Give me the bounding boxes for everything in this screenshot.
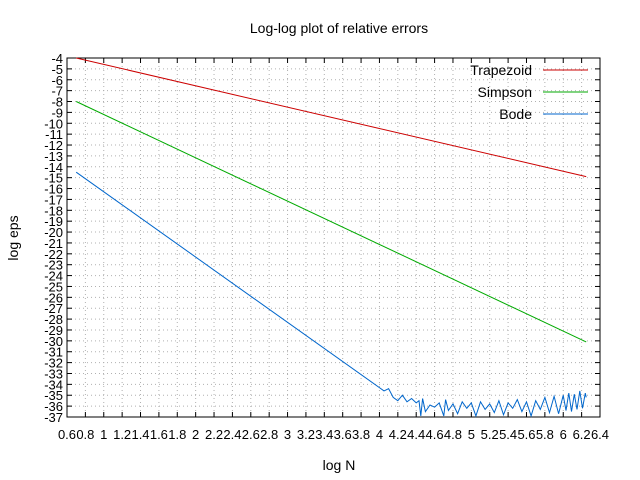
x-tick-label: 1 — [100, 427, 107, 442]
x-tick-label: 6 — [560, 427, 567, 442]
x-tick-label: 5.4 — [499, 427, 517, 442]
y-tick-label: -16 — [44, 182, 63, 197]
x-tick-label: 5.8 — [536, 427, 554, 442]
y-tick-label: -20 — [44, 225, 63, 240]
y-tick-label: -31 — [44, 345, 63, 360]
legend-label-trapezoid: Trapezoid — [470, 62, 532, 78]
x-tick-label: 2.6 — [242, 427, 260, 442]
x-tick-label: 4.4 — [407, 427, 425, 442]
legend: Trapezoid Simpson Bode — [470, 62, 588, 122]
x-tick-label: 0.6 — [58, 427, 76, 442]
x-tick-label: 4.6 — [426, 427, 444, 442]
y-tick-label: -37 — [44, 410, 63, 425]
y-tick-label: -12 — [44, 138, 63, 153]
y-tick-label: -30 — [44, 334, 63, 349]
y-tick-label: -5 — [51, 62, 63, 77]
y-tick-label: -18 — [44, 203, 63, 218]
legend-label-bode: Bode — [499, 106, 532, 122]
series-line-simpson — [75, 101, 587, 343]
x-axis-label: log N — [323, 457, 356, 473]
y-tick-label: -17 — [44, 192, 63, 207]
x-tick-label: 3.8 — [352, 427, 370, 442]
y-tick-label: -14 — [44, 160, 63, 175]
y-tick-label: -22 — [44, 247, 63, 262]
x-tick-label: 2.2 — [205, 427, 223, 442]
x-tick-label: 2.8 — [260, 427, 278, 442]
series-line-bode — [75, 171, 587, 418]
y-tick-label: -32 — [44, 356, 63, 371]
grid-lines — [67, 58, 600, 417]
x-tick-label: 3.4 — [315, 427, 333, 442]
x-tick-label: 6.2 — [573, 427, 591, 442]
y-tick-label: -19 — [44, 214, 63, 229]
legend-label-simpson: Simpson — [478, 84, 532, 100]
y-tick-label: -8 — [51, 95, 63, 110]
y-tick-label: -4 — [51, 51, 63, 66]
x-tick-label: 1.2 — [113, 427, 131, 442]
y-tick-label: -23 — [44, 258, 63, 273]
x-axis-ticks: 0.6 0.8 1 1.2 1.4 1.6 1.8 2 2.2 2.4 2.6 2.8 3 3.2 3.4 3… — [58, 58, 609, 442]
y-axis-label: log eps — [5, 215, 21, 260]
x-tick-label: 6.4 — [591, 427, 609, 442]
plot-frame — [66, 57, 601, 418]
y-tick-label: -13 — [44, 149, 63, 164]
y-tick-label: -27 — [44, 301, 63, 316]
y-tick-label: -28 — [44, 312, 63, 327]
y-tick-label: -34 — [44, 377, 63, 392]
series-lines — [75, 57, 587, 418]
y-tick-label: -33 — [44, 366, 63, 381]
x-tick-label: 5.6 — [517, 427, 535, 442]
x-tick-label: 3.2 — [297, 427, 315, 442]
x-tick-label: 4.8 — [444, 427, 462, 442]
x-tick-label: 0.8 — [76, 427, 94, 442]
y-tick-label: -36 — [44, 399, 63, 414]
x-tick-label: 2.4 — [223, 427, 241, 442]
y-tick-label: -25 — [44, 279, 63, 294]
y-tick-label: -21 — [44, 236, 63, 251]
x-tick-label: 1.4 — [131, 427, 149, 442]
x-tick-label: 5.2 — [481, 427, 499, 442]
series-line-trapezoid — [76, 57, 587, 178]
y-tick-label: -6 — [51, 73, 63, 88]
y-tick-label: -7 — [51, 84, 63, 99]
y-tick-label: -26 — [44, 290, 63, 305]
x-tick-label: 3 — [284, 427, 291, 442]
y-tick-label: -10 — [44, 116, 63, 131]
x-tick-label: 1.6 — [150, 427, 168, 442]
y-tick-label: -35 — [44, 388, 63, 403]
x-tick-label: 2 — [192, 427, 199, 442]
chart-title: Log-log plot of relative errors — [250, 20, 428, 36]
y-tick-label: -9 — [51, 105, 63, 120]
x-tick-label: 4 — [376, 427, 383, 442]
x-tick-label: 4.2 — [389, 427, 407, 442]
x-tick-label: 3.6 — [334, 427, 352, 442]
y-axis-ticks: -4-5-6-7-8-9-10-11-12-13-14-15-16-17-18-… — [44, 51, 600, 425]
y-tick-label: -11 — [45, 127, 63, 142]
y-tick-label: -29 — [44, 323, 63, 338]
y-tick-label: -15 — [44, 171, 63, 186]
x-tick-label: 1.8 — [168, 427, 186, 442]
y-tick-label: -24 — [44, 269, 63, 284]
x-tick-label: 5 — [468, 427, 475, 442]
